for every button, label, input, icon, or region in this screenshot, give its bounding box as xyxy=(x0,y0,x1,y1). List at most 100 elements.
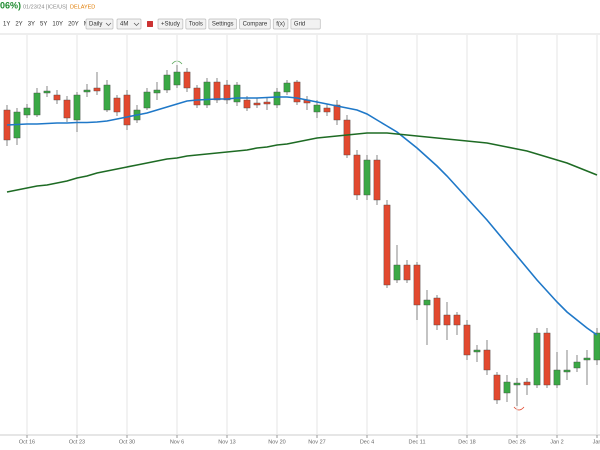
tool-button[interactable]: Tools xyxy=(189,22,203,28)
candle-body xyxy=(503,381,511,394)
candle-body xyxy=(553,369,561,386)
candle-body xyxy=(213,81,221,101)
candle-body xyxy=(443,314,451,326)
candle-body xyxy=(483,349,491,371)
candle-body xyxy=(453,314,461,326)
candle-body xyxy=(23,107,31,116)
candle-body xyxy=(183,71,191,89)
tool-button-box[interactable] xyxy=(157,18,184,30)
candle-body xyxy=(33,92,41,116)
candle-body xyxy=(193,87,201,106)
status: DELAYED xyxy=(70,4,95,10)
candle-body xyxy=(323,107,331,113)
candle-body xyxy=(73,94,81,121)
x-tick-label: Nov 27 xyxy=(308,439,325,445)
tool-button-box[interactable] xyxy=(239,18,271,30)
period-select-box[interactable] xyxy=(116,18,142,30)
low-marker xyxy=(513,406,525,411)
candle-body xyxy=(233,84,241,103)
grid xyxy=(26,35,598,435)
tool-button-box[interactable] xyxy=(208,18,237,30)
tool-button[interactable]: f(x) xyxy=(276,22,285,28)
x-tick-label: Jan xyxy=(593,439,600,445)
candle-body xyxy=(493,374,501,401)
range-button[interactable]: 2Y xyxy=(15,22,22,28)
x-tick-label: Jan 2 xyxy=(550,439,563,445)
x-tick-label: Oct 16 xyxy=(19,439,35,445)
tool-button[interactable]: +Study xyxy=(161,22,180,28)
x-tick-label: Dec 18 xyxy=(458,439,475,445)
candle-body xyxy=(243,99,251,109)
candle-body xyxy=(593,332,600,361)
x-tick-label: Nov 6 xyxy=(170,439,184,445)
candle-body xyxy=(543,332,551,386)
candle-body xyxy=(253,102,261,106)
candle-body xyxy=(463,324,471,356)
candle-body xyxy=(223,84,231,101)
candle-body xyxy=(473,349,481,353)
change: 06%) xyxy=(0,0,21,10)
candle-body xyxy=(363,159,371,196)
interval-select-caret xyxy=(105,22,112,26)
candle-body xyxy=(123,94,131,126)
tool-button-box[interactable] xyxy=(272,18,289,30)
tool-button[interactable]: Grid xyxy=(294,22,305,28)
candle-body xyxy=(93,87,101,92)
candle-body xyxy=(533,332,541,386)
candle-body xyxy=(203,81,211,106)
candle-body xyxy=(113,97,121,113)
interval-select[interactable]: Daily xyxy=(89,22,102,28)
candle-body xyxy=(373,159,381,201)
candle-body xyxy=(383,204,391,286)
x-tick-label: Dec 11 xyxy=(408,439,425,445)
x-tick-label: Dec 26 xyxy=(508,439,525,445)
candle-body xyxy=(343,119,351,156)
candle-body xyxy=(43,90,51,94)
calendar-icon[interactable] xyxy=(147,21,153,27)
candle-body xyxy=(163,74,171,91)
candle-body xyxy=(63,99,71,119)
candle-body xyxy=(433,297,441,326)
candle-body xyxy=(583,357,591,361)
toolbar: 1Y2Y3Y5Y10Y20YMAXDaily4M+StudyToolsSetti… xyxy=(3,18,321,30)
range-button[interactable]: 10Y xyxy=(52,22,63,28)
quote-date: 01/23/24 [ICE/US] xyxy=(23,4,68,10)
x-tick-label: Nov 20 xyxy=(268,439,285,445)
candle-body xyxy=(403,264,411,281)
x-tick-label: Oct 30 xyxy=(119,439,135,445)
range-button[interactable]: 3Y xyxy=(28,22,35,28)
tool-button-box[interactable] xyxy=(290,18,321,30)
candle-body xyxy=(333,104,341,121)
candle-body xyxy=(393,264,401,281)
candle-body xyxy=(423,299,431,306)
interval-select-box[interactable] xyxy=(85,18,114,30)
tool-button[interactable]: Settings xyxy=(212,22,234,28)
period-select[interactable]: 4M xyxy=(120,22,128,28)
candle-body xyxy=(283,82,291,93)
candle-body xyxy=(263,101,271,105)
range-button[interactable]: 20Y xyxy=(68,22,79,28)
candle-body xyxy=(413,264,421,306)
candle-body xyxy=(143,91,151,109)
candle-body xyxy=(273,91,281,106)
candle-body xyxy=(173,71,181,86)
moving-average xyxy=(6,96,598,336)
tool-button[interactable]: Compare xyxy=(243,22,268,28)
candle-body xyxy=(353,154,361,196)
range-button[interactable]: 5Y xyxy=(40,22,47,28)
x-tick-label: Nov 13 xyxy=(218,439,235,445)
candle-body xyxy=(563,369,571,373)
candle-body xyxy=(513,382,521,386)
range-button[interactable]: 1Y xyxy=(3,22,10,28)
candle-body xyxy=(53,94,61,101)
period-select-caret xyxy=(133,22,140,26)
x-tick-label: Dec 4 xyxy=(360,439,374,445)
candle-body xyxy=(103,84,111,111)
tool-button-box[interactable] xyxy=(185,18,207,30)
candle-body xyxy=(83,89,91,93)
x-tick-label: Oct 23 xyxy=(69,439,85,445)
candle-body xyxy=(523,381,531,386)
moving-average xyxy=(6,132,598,193)
candle-body xyxy=(313,104,321,113)
